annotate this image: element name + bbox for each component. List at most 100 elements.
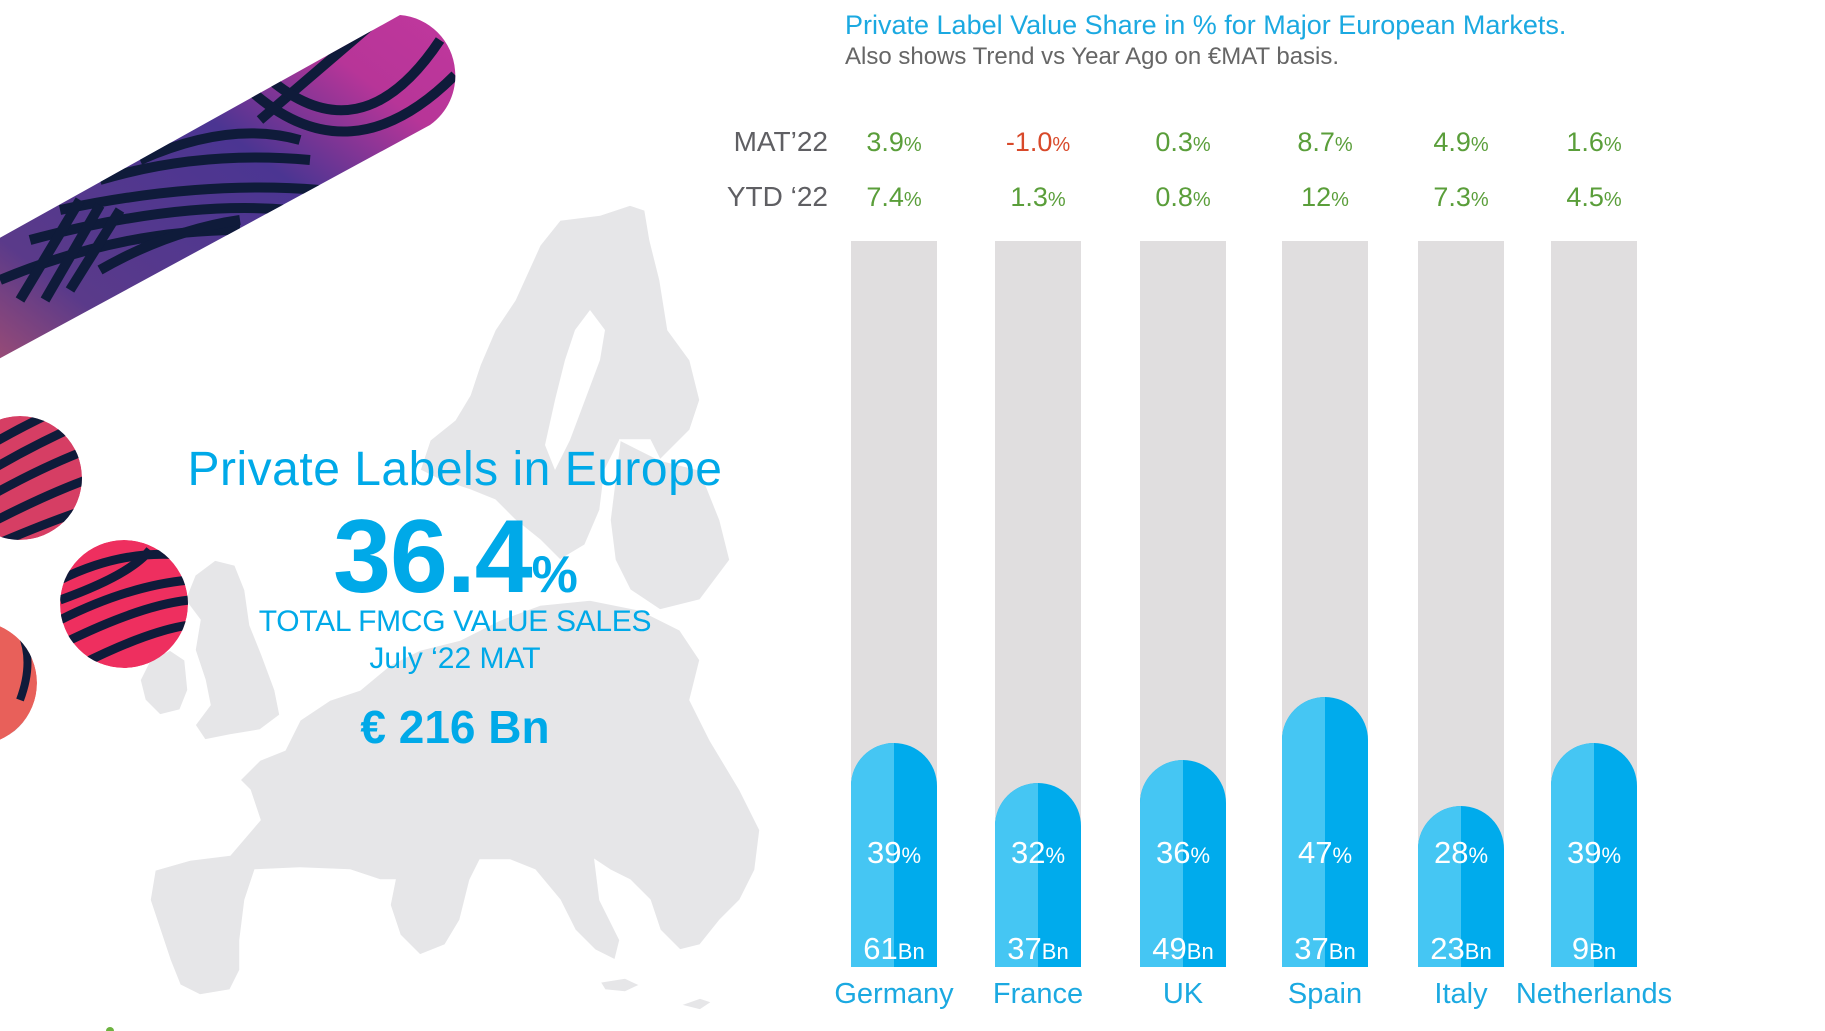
category-label: UK xyxy=(1162,978,1204,1010)
sales-unit: Bn xyxy=(897,939,925,964)
hero-share-unit: % xyxy=(531,546,578,604)
category-label: Italy xyxy=(1434,978,1488,1010)
bar-sales-label: 23Bn xyxy=(1418,931,1504,967)
row-label-mat: MAT’22 xyxy=(733,126,828,157)
mat-trend-unit: % xyxy=(1470,134,1489,156)
bar-sales-label: 37Bn xyxy=(1282,931,1368,967)
share-unit: % xyxy=(1045,843,1066,868)
decorative-stripe-band xyxy=(0,15,456,380)
ytd-trend-value: 4.5 xyxy=(1566,182,1604,212)
bar-share-label: 39% xyxy=(1551,835,1637,871)
sales-value: 61 xyxy=(863,931,898,966)
category-label: Spain xyxy=(1287,978,1363,1010)
mat-trend-value: -1.0 xyxy=(1005,127,1053,157)
bar xyxy=(1282,697,1368,967)
ytd-trend-value: 0.8 xyxy=(1155,182,1193,212)
mat-trend-value: 3.9 xyxy=(866,127,904,157)
sales-unit: Bn xyxy=(1328,939,1356,964)
ytd-trend: 7.4% xyxy=(834,182,954,213)
decorative-circle xyxy=(0,416,82,540)
mat-trend-unit: % xyxy=(1334,134,1353,156)
bar-share-label: 32% xyxy=(995,835,1081,871)
ytd-trend-value: 12 xyxy=(1301,182,1332,212)
hero-subtitle: TOTAL FMCG VALUE SALES xyxy=(258,605,652,638)
hero-period: July ‘22 MAT xyxy=(369,642,541,675)
mat-trend: -1.0% xyxy=(978,127,1098,158)
decorative-circle xyxy=(0,621,37,745)
share-value: 39 xyxy=(866,835,902,870)
share-unit: % xyxy=(1601,843,1622,868)
bar-track xyxy=(1418,241,1504,967)
share-value: 32 xyxy=(1010,835,1046,870)
bar-share-label: 36% xyxy=(1140,835,1226,871)
bar-highlight xyxy=(1140,760,1183,967)
ytd-trend-value: 7.3 xyxy=(1433,182,1471,212)
mat-trend-unit: % xyxy=(1052,134,1071,156)
sales-unit: Bn xyxy=(1589,939,1617,964)
hero-share-number: 36.4 xyxy=(333,499,532,615)
mat-trend-value: 1.6 xyxy=(1566,127,1604,157)
bar-track xyxy=(1282,241,1368,967)
mat-trend-value: 0.3 xyxy=(1155,127,1193,157)
share-unit: % xyxy=(1332,843,1353,868)
bar xyxy=(1140,760,1226,967)
category-label: Netherlands xyxy=(1515,978,1673,1010)
bar-share-label: 39% xyxy=(851,835,937,871)
bar-track xyxy=(1140,241,1226,967)
bar-sales-label: 9Bn xyxy=(1551,931,1637,967)
ytd-trend: 7.3% xyxy=(1401,182,1521,213)
ytd-trend: 0.8% xyxy=(1123,182,1243,213)
mat-trend-unit: % xyxy=(1603,134,1622,156)
ytd-trend-unit: % xyxy=(1192,189,1211,211)
ytd-trend: 4.5% xyxy=(1534,182,1654,213)
europe-map xyxy=(139,204,761,1011)
hero-title: Private Labels in Europe xyxy=(187,443,723,496)
hero-share-value: 36.4% xyxy=(160,505,750,609)
bar-share-label: 28% xyxy=(1418,835,1504,871)
bar xyxy=(851,743,937,967)
bar xyxy=(1418,806,1504,967)
mat-trend: 3.9% xyxy=(834,127,954,158)
bar-highlight xyxy=(995,783,1038,967)
sales-unit: Bn xyxy=(1186,939,1214,964)
bar-track xyxy=(995,241,1081,967)
sales-unit: Bn xyxy=(1464,939,1492,964)
ytd-trend-unit: % xyxy=(1047,189,1066,211)
sales-value: 9 xyxy=(1571,931,1590,966)
share-value: 28 xyxy=(1433,835,1469,870)
ytd-trend: 12% xyxy=(1265,182,1385,213)
share-unit: % xyxy=(1190,843,1211,868)
mat-trend-unit: % xyxy=(1192,134,1211,156)
row-label-ytd: YTD ‘22 xyxy=(726,181,828,212)
mat-trend: 1.6% xyxy=(1534,127,1654,158)
mat-trend: 8.7% xyxy=(1265,127,1385,158)
share-unit: % xyxy=(901,843,922,868)
share-value: 36 xyxy=(1155,835,1191,870)
mat-trend: 0.3% xyxy=(1123,127,1243,158)
bar-highlight xyxy=(1551,743,1594,967)
bar-share-label: 47% xyxy=(1282,835,1368,871)
sales-unit: Bn xyxy=(1041,939,1069,964)
ytd-trend-unit: % xyxy=(1470,189,1489,211)
ytd-trend-unit: % xyxy=(1603,189,1622,211)
share-unit: % xyxy=(1468,843,1489,868)
bar xyxy=(1551,743,1637,967)
share-value: 39 xyxy=(1566,835,1602,870)
bar-sales-label: 37Bn xyxy=(995,931,1081,967)
mat-trend-unit: % xyxy=(903,134,922,156)
sales-value: 23 xyxy=(1430,931,1465,966)
bar-track xyxy=(851,241,937,967)
bar-sales-label: 49Bn xyxy=(1140,931,1226,967)
bar-sales-label: 61Bn xyxy=(851,931,937,967)
hero-total-sales: € 216 Bn xyxy=(360,701,550,753)
chart-title: Private Label Value Share in % for Major… xyxy=(845,10,1567,40)
mat-trend: 4.9% xyxy=(1401,127,1521,158)
ytd-trend-value: 7.4 xyxy=(866,182,904,212)
ytd-trend-value: 1.3 xyxy=(1010,182,1048,212)
mat-trend-value: 8.7 xyxy=(1297,127,1335,157)
sales-value: 37 xyxy=(1007,931,1042,966)
bar-highlight xyxy=(1282,697,1325,967)
bar xyxy=(995,783,1081,967)
sales-value: 49 xyxy=(1152,931,1187,966)
